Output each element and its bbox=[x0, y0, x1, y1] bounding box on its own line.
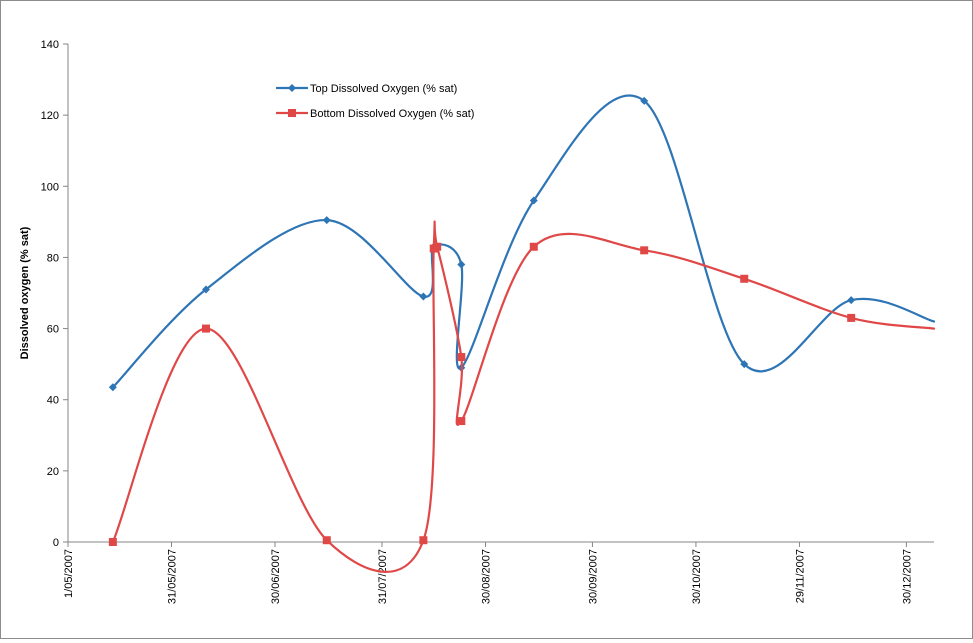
series-top-line bbox=[111, 94, 936, 389]
data-point-top bbox=[202, 285, 211, 294]
data-point-bottom bbox=[202, 324, 211, 333]
series-bottom-dissolved-oxygen bbox=[108, 220, 936, 573]
data-point-bottom bbox=[847, 313, 856, 322]
legend-marker-bottom bbox=[288, 109, 296, 117]
data-point-bottom bbox=[419, 536, 428, 545]
x-tick-label: 30/08/2007 bbox=[480, 549, 492, 604]
data-point-top bbox=[419, 292, 428, 301]
data-point-bottom bbox=[108, 538, 117, 546]
y-axis-label: Dissolved oxygen (% sat) bbox=[19, 226, 31, 359]
x-tick-label: 30/06/2007 bbox=[270, 549, 282, 604]
y-tick-label: 80 bbox=[47, 252, 59, 264]
y-tick-label: 100 bbox=[41, 181, 59, 193]
data-point-top bbox=[529, 196, 538, 205]
x-tick-label: 30/09/2007 bbox=[587, 549, 599, 604]
tick-labels: 0 20 40 60 80 100 120 140 1/05/2007 31/05/2007 30/… bbox=[41, 39, 914, 604]
y-tick-label: 60 bbox=[47, 324, 59, 336]
data-point-top bbox=[457, 260, 466, 269]
data-point-bottom bbox=[529, 242, 538, 251]
axes bbox=[63, 43, 934, 547]
y-tick-label: 20 bbox=[47, 466, 59, 478]
y-tick-label: 140 bbox=[41, 39, 59, 51]
x-tick-label: 31/05/2007 bbox=[167, 549, 179, 604]
data-point-bottom bbox=[457, 353, 466, 362]
data-point-bottom bbox=[640, 246, 649, 255]
legend: Top Dissolved Oxygen (% sat) Bottom Disso… bbox=[276, 83, 474, 120]
data-point-bottom bbox=[433, 242, 442, 251]
data-point-top bbox=[847, 296, 856, 305]
x-tick-label: 1/05/2007 bbox=[63, 549, 75, 598]
series-layer bbox=[108, 94, 936, 573]
x-tick-label: 30/12/2007 bbox=[901, 549, 913, 604]
data-point-bottom bbox=[457, 417, 466, 426]
data-point-top bbox=[322, 216, 331, 225]
x-tick-label: 29/11/2007 bbox=[794, 549, 806, 603]
x-tick-label: 31/07/2007 bbox=[377, 549, 389, 604]
y-tick-label: 0 bbox=[53, 537, 59, 549]
y-tick-label: 40 bbox=[47, 395, 59, 407]
legend-label-bottom: Bottom Dissolved Oxygen (% sat) bbox=[310, 108, 474, 120]
series-bottom-line bbox=[111, 220, 936, 573]
x-tick-label: 30/10/2007 bbox=[691, 549, 703, 604]
data-point-bottom bbox=[322, 536, 331, 545]
legend-label-top: Top Dissolved Oxygen (% sat) bbox=[310, 83, 457, 95]
data-point-bottom bbox=[740, 274, 749, 283]
data-point-top bbox=[108, 383, 117, 392]
series-top-dissolved-oxygen bbox=[108, 94, 936, 392]
y-tick-label: 120 bbox=[41, 110, 59, 122]
data-point-top bbox=[640, 96, 649, 105]
data-point-top bbox=[740, 360, 749, 369]
legend-marker-top bbox=[288, 84, 296, 92]
